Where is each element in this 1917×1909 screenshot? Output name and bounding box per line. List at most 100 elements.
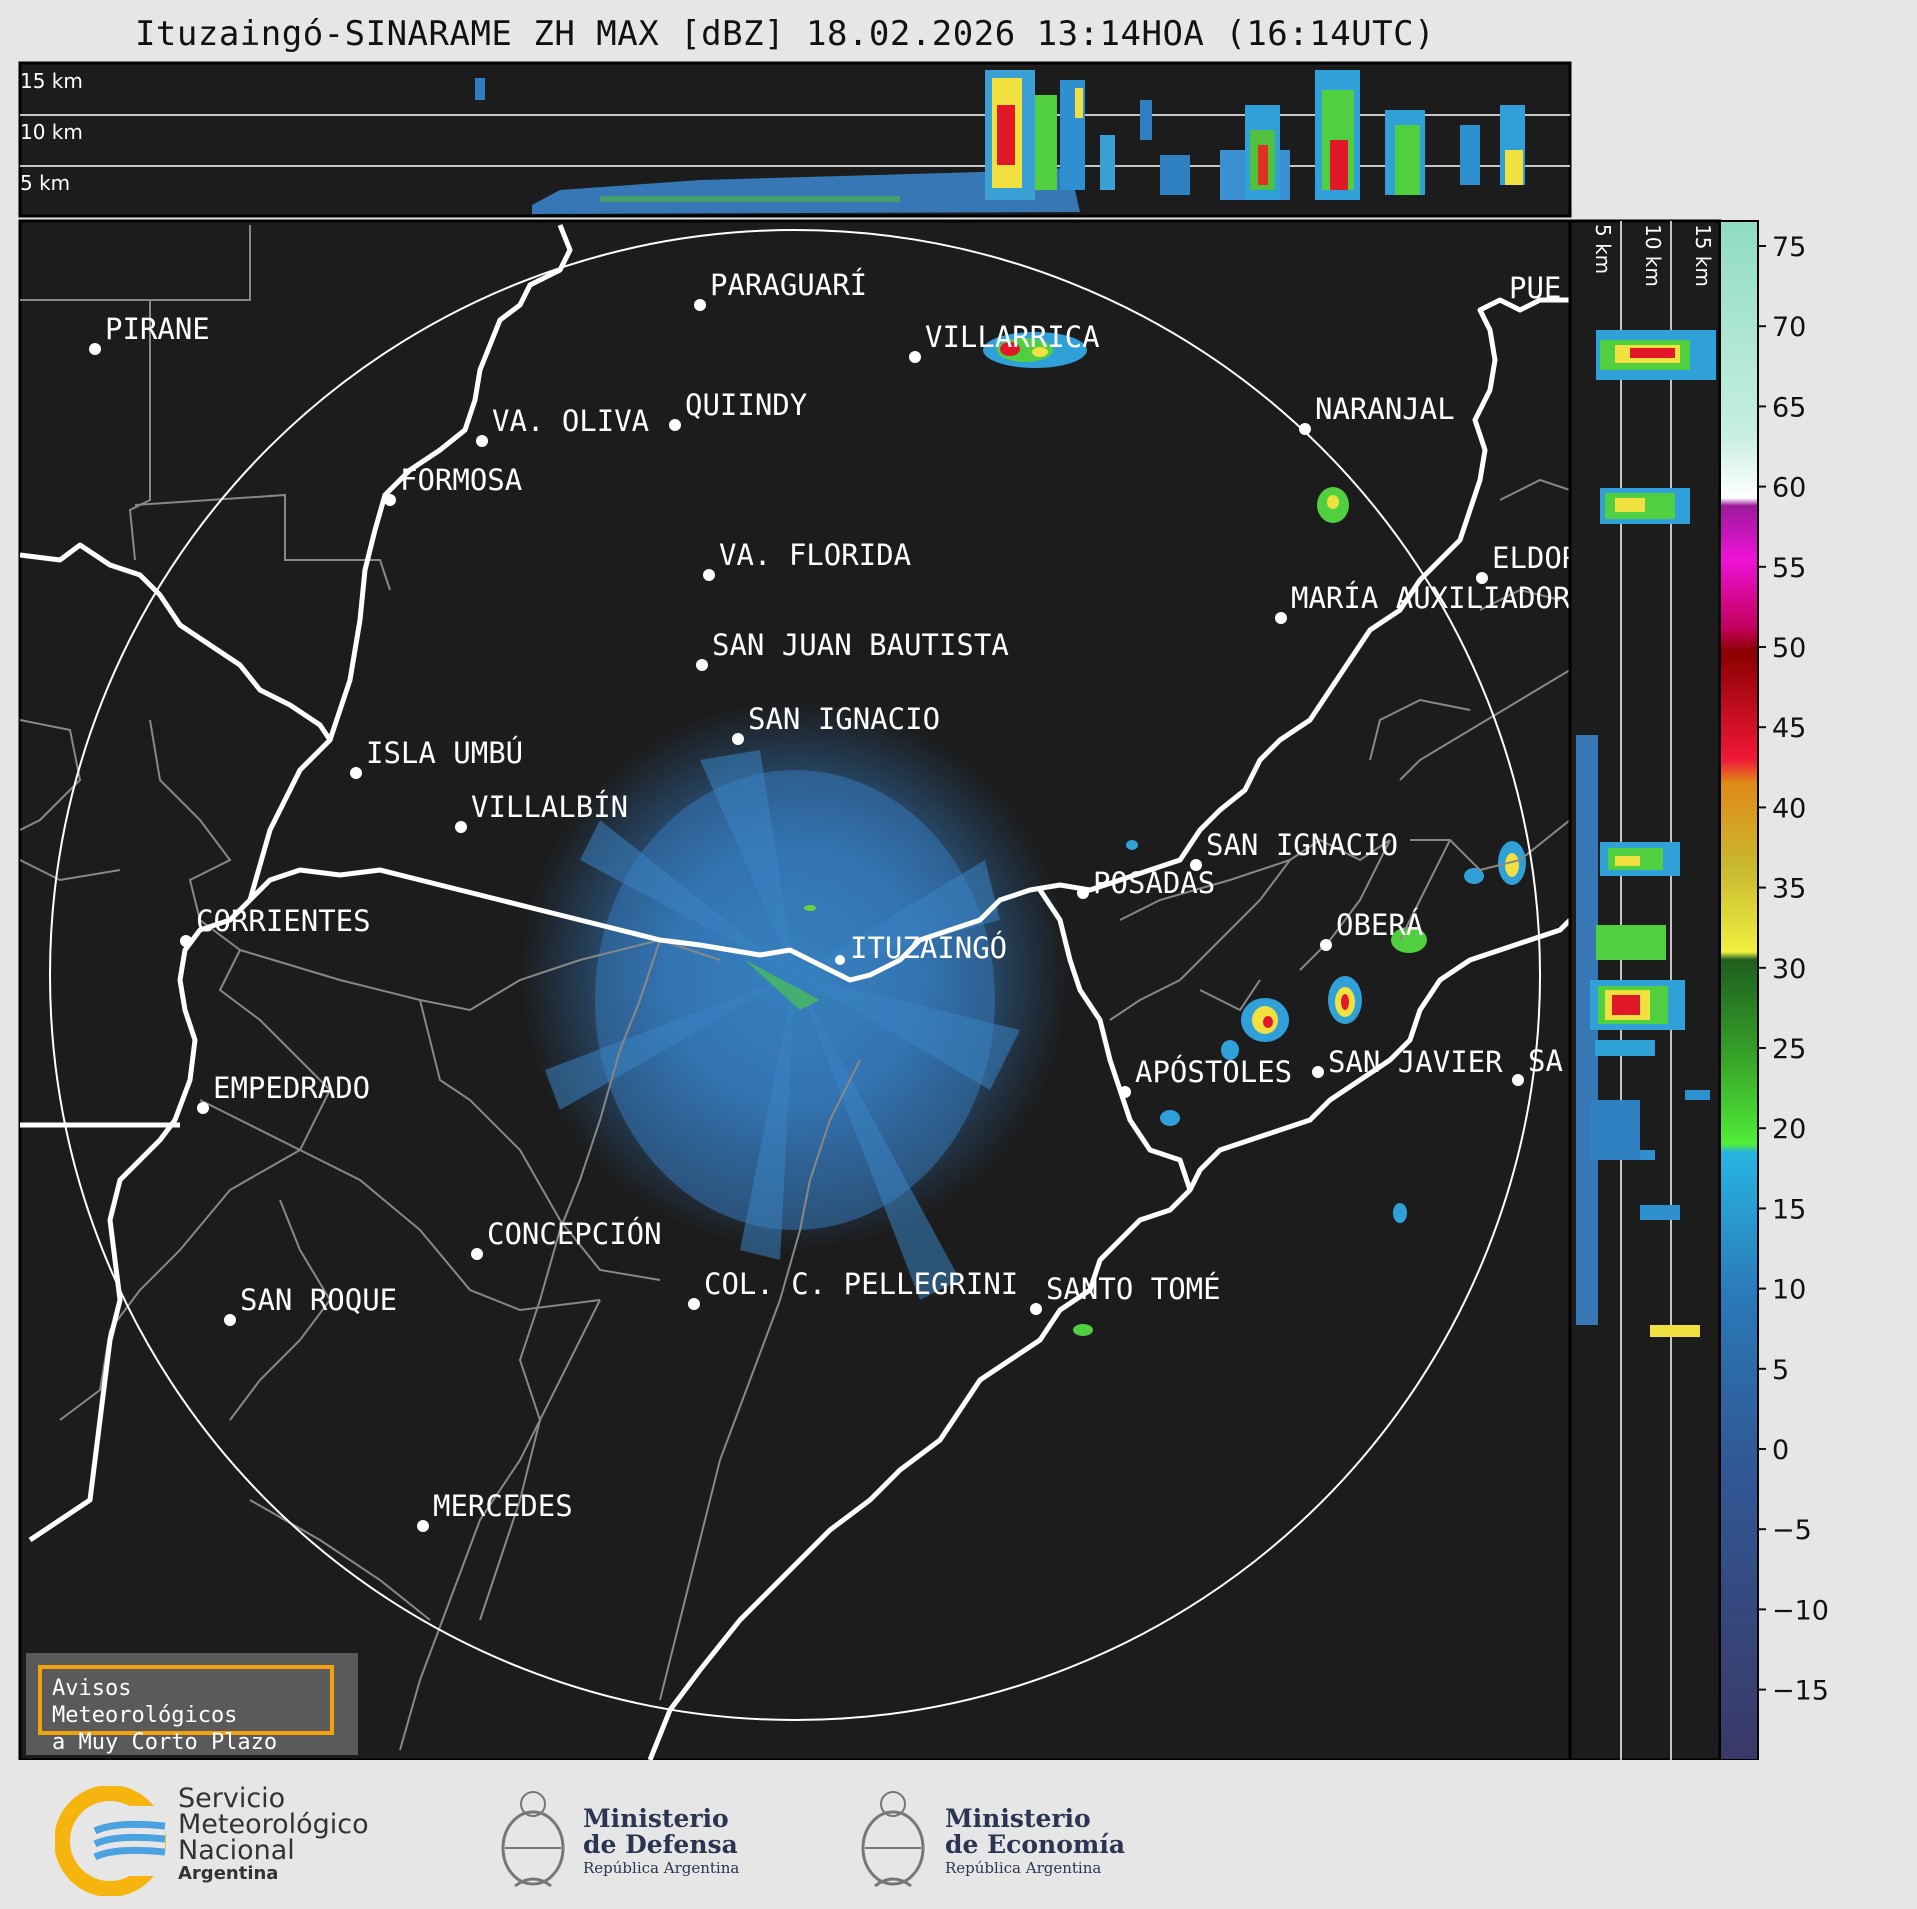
side-height-label-5km: 5 km: [1591, 224, 1615, 274]
city-corrientes: CORRIENTES: [180, 904, 371, 947]
colorbar-tick-label: 35: [1772, 874, 1806, 905]
top-height-label-15km: 15 km: [20, 69, 83, 93]
svg-text:SAN JAVIER: SAN JAVIER: [1328, 1045, 1503, 1079]
city-naranjal: NARANJAL: [1299, 392, 1455, 435]
footer-logos: Servicio Meteorológico Nacional Argentin…: [0, 1760, 1917, 1909]
economia-line1: Ministerio: [945, 1804, 1091, 1833]
city-obera: OBERÁ: [1320, 908, 1423, 951]
city-pue: PUE: [1509, 271, 1561, 305]
smn-line2: Meteorológico: [178, 1809, 369, 1840]
top-cross-section-panel: 15 km 10 km 5 km: [18, 61, 1572, 218]
svg-text:MERCEDES: MERCEDES: [433, 1489, 573, 1523]
colorbar-tick-label: 0: [1772, 1435, 1789, 1466]
smn-line3: Nacional: [178, 1835, 295, 1866]
colorbar-tick-label: −15: [1772, 1676, 1829, 1707]
range-ring: [49, 229, 1541, 1721]
city-paraguari: PARAGUARÍ: [694, 268, 867, 311]
city-san-roque: SAN ROQUE: [224, 1283, 397, 1326]
economia-seal-icon: [855, 1776, 931, 1898]
city-san-javier: SAN JAVIER: [1312, 1045, 1503, 1079]
colorbar-tick-label: 25: [1772, 1034, 1806, 1065]
colorbar-tick-label: 50: [1772, 633, 1806, 664]
defensa-line1: Ministerio: [583, 1804, 729, 1833]
smn-emblem-icon: [54, 1785, 166, 1897]
colorbar-tick-label: 10: [1772, 1275, 1806, 1306]
svg-text:SAN JUAN BAUTISTA: SAN JUAN BAUTISTA: [712, 628, 1009, 662]
city-va-oliva: VA. OLIVA: [476, 404, 649, 447]
city-san-ignacio-py: SAN IGNACIO: [732, 702, 940, 745]
svg-text:VILLALBÍN: VILLALBÍN: [471, 790, 628, 824]
svg-text:ELDOR: ELDOR: [1492, 541, 1580, 575]
colorbar-tick-label: 65: [1772, 392, 1806, 423]
province-boundaries: [20, 225, 1570, 1751]
svg-text:ISLA UMBÚ: ISLA UMBÚ: [366, 736, 523, 770]
svg-text:CONCEPCIÓN: CONCEPCIÓN: [487, 1217, 662, 1251]
svg-text:VILLARRICA: VILLARRICA: [925, 320, 1100, 354]
colorbar-tick-label: 5: [1772, 1355, 1789, 1386]
colorbar-tick-label: 30: [1772, 954, 1806, 985]
warning-line-2: a Muy Corto Plazo: [52, 1730, 278, 1755]
svg-text:VA. OLIVA: VA. OLIVA: [492, 404, 649, 438]
city-quiindy: QUIINDY: [669, 388, 807, 431]
colorbar-tick-label: 75: [1772, 232, 1806, 263]
map-title: Ituzaingó-SINARAME ZH MAX [dBZ] 18.02.20…: [134, 14, 1436, 54]
svg-text:ITUZAINGÓ: ITUZAINGÓ: [850, 931, 1007, 965]
city-va-florida: VA. FLORIDA: [703, 538, 911, 581]
smn-logo: [54, 1785, 175, 1897]
svg-text:SANTO TOMÉ: SANTO TOMÉ: [1046, 1272, 1221, 1306]
colorbar-tick-label: 45: [1772, 713, 1806, 744]
smn-line4: Argentina: [178, 1863, 279, 1884]
city-ituzaingo: ITUZAINGÓ: [835, 931, 1007, 965]
svg-text:COL. C. PELLEGRINI: COL. C. PELLEGRINI: [704, 1267, 1018, 1301]
city-pirane: PIRANE: [89, 312, 210, 355]
svg-text:OBERÁ: OBERÁ: [1336, 908, 1423, 942]
city-empedrado: EMPEDRADO: [197, 1071, 370, 1114]
svg-text:QUIINDY: QUIINDY: [685, 388, 807, 422]
colorbar-tick-label: −10: [1772, 1595, 1829, 1626]
city-col-c-pellegrini: COL. C. PELLEGRINI: [688, 1267, 1018, 1310]
city-san-ignacio-ar: SAN IGNACIO: [1190, 828, 1398, 871]
svg-text:VA. FLORIDA: VA. FLORIDA: [719, 538, 911, 572]
colorbar-tick-label: 20: [1772, 1114, 1806, 1145]
economia-line2: de Economía: [945, 1830, 1126, 1859]
city-eldor: ELDOR: [1476, 541, 1580, 584]
economia-line3: República Argentina: [945, 1859, 1102, 1877]
colorbar-tick-label: 60: [1772, 473, 1806, 504]
defensa-line2: de Defensa: [583, 1830, 738, 1859]
top-height-label-5km: 5 km: [20, 171, 70, 195]
colorbar-tick-label: 15: [1772, 1194, 1806, 1225]
city-san-juan-bautista: SAN JUAN BAUTISTA: [696, 628, 1009, 671]
svg-text:SA: SA: [1528, 1044, 1563, 1078]
colorbar-tick-label: 70: [1772, 312, 1806, 343]
svg-text:SAN IGNACIO: SAN IGNACIO: [748, 702, 940, 736]
smn-line1: Servicio: [178, 1783, 286, 1814]
side-height-label-10km: 10 km: [1641, 224, 1665, 287]
svg-text:CORRIENTES: CORRIENTES: [196, 904, 371, 938]
defensa-seal-icon: [495, 1776, 571, 1898]
city-markers: PIRANE PARAGUARÍ VILLARRICA VA. OLIVA QU…: [89, 268, 1580, 1532]
svg-text:SAN ROQUE: SAN ROQUE: [240, 1283, 397, 1317]
city-villarrica: VILLARRICA: [909, 320, 1100, 363]
city-posadas: POSADAS: [1077, 866, 1215, 900]
main-map-panel: PIRANE PARAGUARÍ VILLARRICA VA. OLIVA QU…: [18, 219, 1580, 1762]
city-maria-auxiliador: MARÍA AUXILIADOR: [1275, 581, 1571, 624]
city-santo-tome: SANTO TOMÉ: [1030, 1272, 1221, 1315]
svg-text:PARAGUARÍ: PARAGUARÍ: [710, 268, 867, 302]
city-villalbin: VILLALBÍN: [455, 790, 628, 833]
side-height-label-15km: 15 km: [1691, 224, 1715, 287]
svg-text:FORMOSA: FORMOSA: [400, 463, 522, 497]
national-borders: [20, 224, 1570, 1760]
svg-text:MARÍA AUXILIADOR: MARÍA AUXILIADOR: [1291, 581, 1571, 615]
warning-box[interactable]: Avisos Meteorológicos a Muy Corto Plazo: [26, 1653, 358, 1755]
svg-text:POSADAS: POSADAS: [1093, 866, 1215, 900]
svg-text:NARANJAL: NARANJAL: [1315, 392, 1455, 426]
colorbar-tick-label: −5: [1772, 1515, 1812, 1546]
colorbar-tick-label: 55: [1772, 553, 1806, 584]
svg-text:SAN IGNACIO: SAN IGNACIO: [1206, 828, 1398, 862]
colorbar-tick-label: 40: [1772, 793, 1806, 824]
svg-text:PIRANE: PIRANE: [105, 312, 210, 346]
city-formosa: FORMOSA: [384, 463, 522, 506]
